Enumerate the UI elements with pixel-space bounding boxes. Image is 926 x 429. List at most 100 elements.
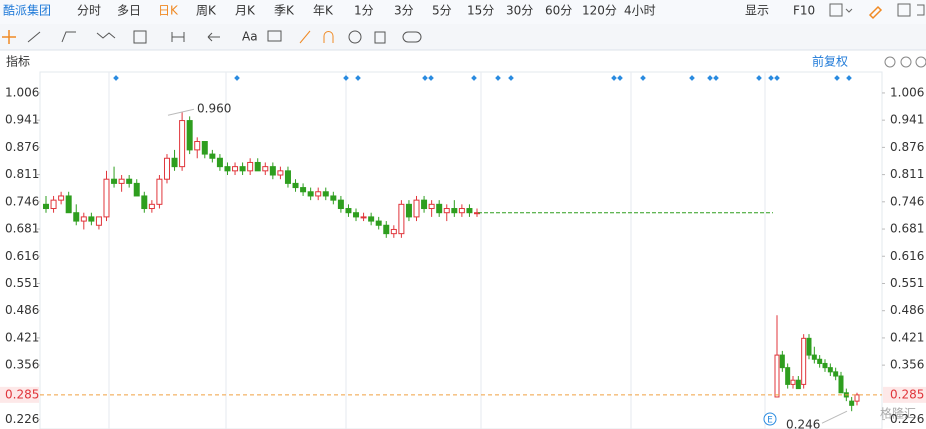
zoom-controls [884, 56, 926, 68]
event-dot [689, 75, 695, 81]
stock-name[interactable]: 酷派集团 [3, 3, 51, 18]
adjust-label[interactable]: 前复权 [812, 54, 848, 69]
candle-body [269, 166, 276, 176]
candle-body [111, 178, 118, 184]
watermark: 格隆汇 [880, 406, 916, 421]
period-tab[interactable]: 5分 [432, 4, 452, 18]
y-tick-label-right: 0.681 [890, 222, 924, 236]
candle-body [148, 203, 155, 210]
event-dot [834, 75, 840, 81]
event-dot [508, 75, 514, 81]
period-tab[interactable]: 季K [274, 4, 295, 18]
indicator-label[interactable]: 指标 [6, 54, 30, 69]
tools-bg [0, 24, 926, 50]
period-tab[interactable]: 120分 [582, 4, 617, 18]
event-marker-label[interactable]: E [767, 416, 773, 426]
candle-body [133, 182, 140, 197]
period-tab[interactable]: 月K [235, 4, 256, 18]
y-tick-label: 0.226 [5, 412, 39, 426]
candle-body [224, 166, 231, 172]
candle-body [80, 216, 87, 222]
candle-body [247, 161, 254, 172]
candle-body [201, 141, 208, 155]
link-tool[interactable] [402, 31, 422, 43]
y-tick-label-right: 0.811 [890, 167, 924, 181]
period-tab[interactable]: 1分 [354, 4, 374, 18]
period-tab[interactable]: 多日 [117, 4, 141, 18]
pen-tool[interactable] [299, 30, 311, 44]
window-icon[interactable] [897, 3, 911, 17]
delete-tool[interactable] [374, 31, 386, 44]
checkbox[interactable] [829, 3, 843, 17]
zoom-out[interactable] [884, 56, 896, 68]
draw-icon[interactable] [868, 5, 883, 20]
period-tab[interactable]: 年K [313, 4, 334, 18]
candle-body [398, 203, 405, 235]
y-tick-label: 0.681 [5, 222, 39, 236]
y-tick-label: 0.616 [5, 249, 39, 263]
zoom-reset[interactable] [915, 56, 926, 68]
display-menu[interactable]: 显示 [745, 4, 769, 18]
side-icon[interactable] [917, 4, 925, 16]
toolbar-bg [0, 0, 926, 24]
period-tab[interactable]: 日K [158, 4, 179, 18]
candle-body [436, 203, 443, 214]
event-marker[interactable] [763, 412, 777, 426]
y-tick-label: 0.551 [5, 276, 39, 290]
magnet-tool[interactable] [323, 31, 334, 44]
y-tick-label-right: 0.356 [890, 358, 924, 372]
candle-body [300, 187, 307, 193]
event-dot [611, 75, 617, 81]
period-tab[interactable]: 分时 [77, 4, 101, 18]
period-tab[interactable]: 4小时 [624, 4, 656, 18]
note-tool[interactable] [267, 30, 282, 42]
candle-body [337, 199, 344, 210]
candle-body [103, 178, 110, 218]
candle-body [827, 367, 833, 373]
period-tab[interactable]: 60分 [545, 4, 572, 18]
candle-body [171, 157, 178, 168]
candle-body [156, 178, 163, 205]
candle-body [315, 191, 322, 197]
y-tick-label-right: 1.006 [890, 85, 924, 99]
candle-body [383, 224, 390, 235]
period-tab[interactable]: 周K [196, 4, 217, 18]
wave-tool[interactable] [96, 32, 116, 39]
candle-body [421, 199, 428, 210]
y-tick-label-right: 0.941 [890, 113, 924, 127]
candle-body [345, 208, 352, 214]
arrow-tool[interactable] [207, 32, 220, 42]
candle-body [801, 337, 807, 385]
dropdown-icon[interactable] [845, 8, 853, 13]
range-tool[interactable] [171, 32, 185, 42]
candle-body [774, 354, 780, 398]
hide-tool[interactable] [348, 30, 362, 44]
event-dot [422, 75, 428, 81]
y-tick-label-right: 0.486 [890, 303, 924, 317]
candle-body [126, 178, 133, 184]
candle-body [795, 379, 801, 390]
y-tick-label: 0.811 [5, 167, 39, 181]
event-dot [471, 75, 477, 81]
event-dot [768, 75, 774, 81]
candle-body [179, 120, 186, 168]
move-tool[interactable] [2, 30, 16, 44]
font-tool[interactable]: Aa [242, 30, 258, 44]
line-tool[interactable] [27, 31, 41, 43]
event-dot [774, 75, 780, 81]
period-tab[interactable]: 15分 [467, 4, 494, 18]
period-tab[interactable]: 30分 [506, 4, 533, 18]
y-tick-label: 0.876 [5, 140, 39, 154]
event-dot [707, 75, 713, 81]
period-tab[interactable]: 3分 [394, 4, 414, 18]
measure-tool[interactable] [133, 30, 147, 44]
f10-button[interactable]: F10 [793, 4, 815, 18]
candle-body [822, 362, 828, 369]
zoom-in[interactable] [900, 56, 912, 68]
event-dot [713, 75, 719, 81]
ray-tool[interactable] [61, 31, 76, 43]
candle-body [838, 375, 844, 394]
drawing-tools [2, 30, 422, 44]
y-tick-label: 1.006 [5, 85, 39, 99]
